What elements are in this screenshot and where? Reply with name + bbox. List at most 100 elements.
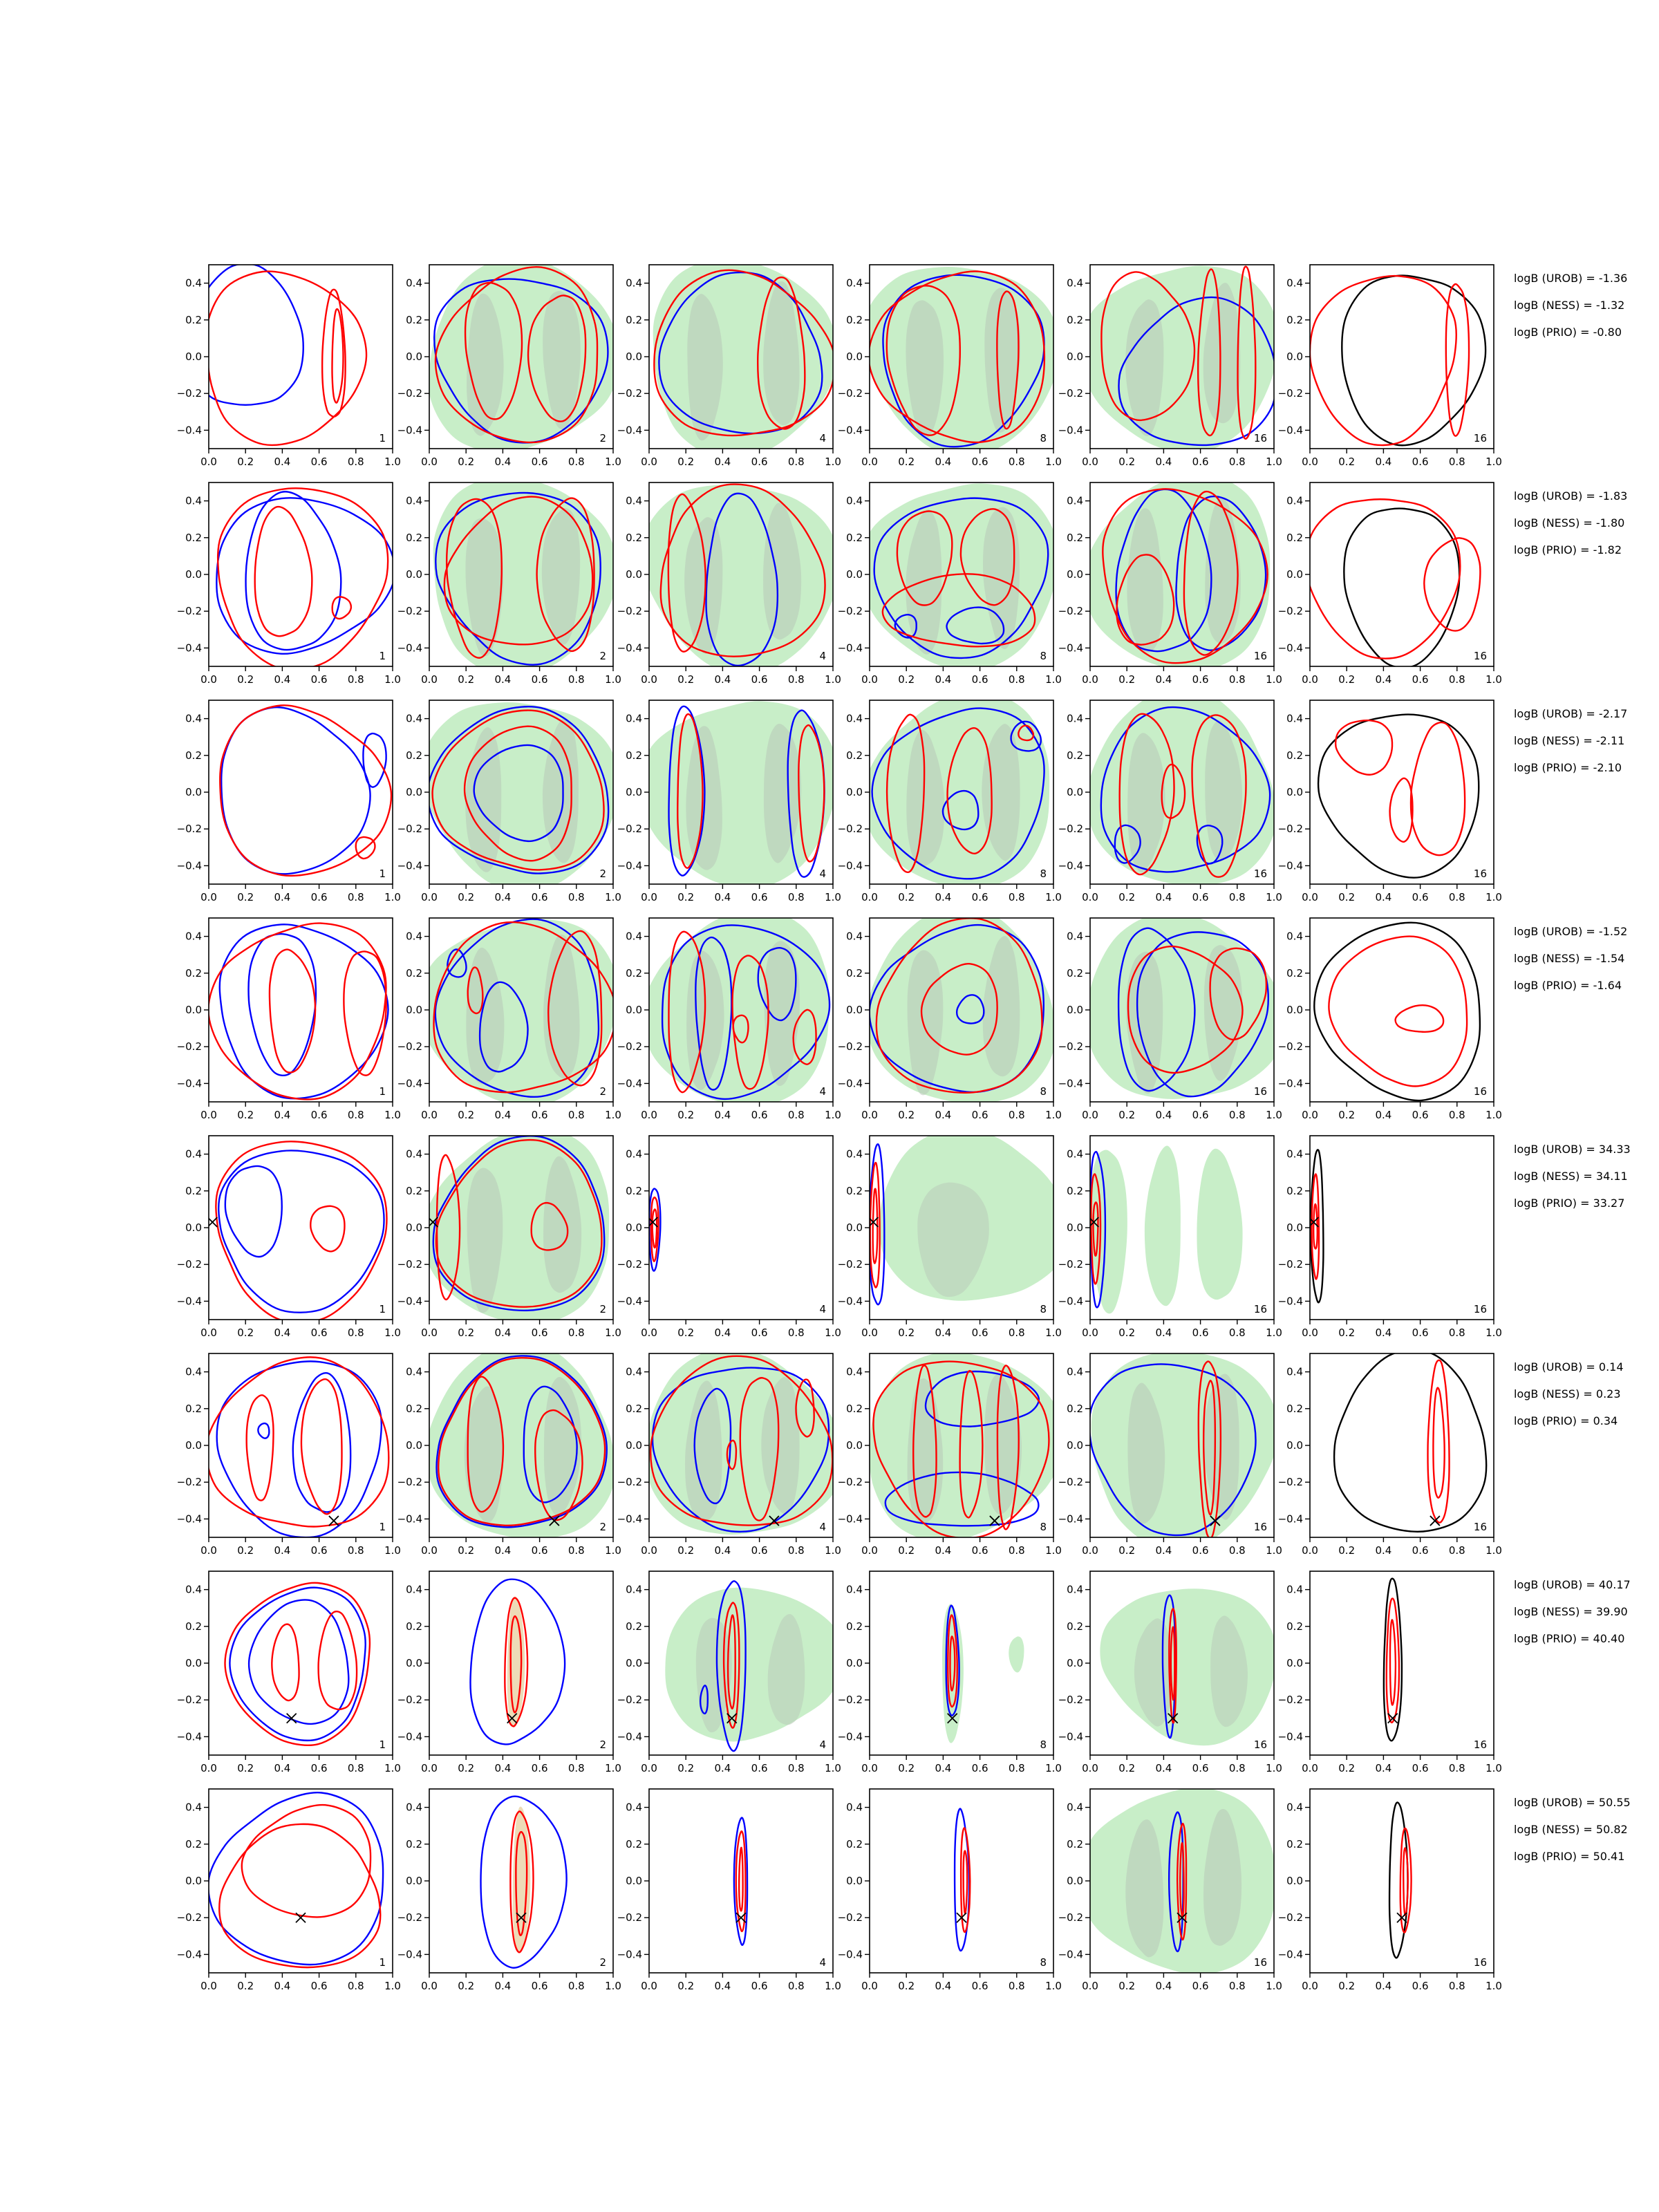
y-tick-label: 0.0	[626, 1657, 642, 1669]
red-contour-2	[331, 308, 344, 404]
blue-contour-1	[945, 1604, 960, 1716]
y-tick-label: 0.2	[626, 1185, 642, 1197]
x-tick-label: 0.2	[677, 1327, 694, 1339]
red-contour-4	[792, 1009, 817, 1065]
logb-annotation-3: logB (PRIO) = 0.34	[1514, 1414, 1618, 1427]
y-tick-label: 0.4	[1286, 277, 1303, 290]
y-tick-label: 0.2	[406, 1403, 422, 1415]
x-tick-label: 0.2	[237, 456, 254, 468]
red-contour-1	[739, 1377, 780, 1521]
plot-area	[224, 1582, 371, 1747]
panel-number-label: 2	[599, 868, 606, 880]
y-tick-label: 0.2	[185, 1620, 202, 1633]
x-tick-label: 0.0	[1082, 456, 1098, 468]
x-tick-label: 0.6	[1412, 1327, 1429, 1339]
x-tick-label: 0.8	[1009, 891, 1025, 903]
y-tick-label: −0.2	[617, 1258, 642, 1271]
panel-number-label: 1	[379, 1956, 386, 1969]
x-tick-label: 0.8	[1009, 1327, 1025, 1339]
y-tick-label: 0.0	[1286, 1004, 1303, 1016]
logb-annotation-3: logB (PRIO) = -2.10	[1514, 761, 1622, 774]
true-value-marker	[549, 1515, 560, 1526]
red-contour-3	[317, 1611, 358, 1711]
x-tick-label: 0.0	[641, 673, 657, 686]
red-contour-2	[515, 1830, 528, 1937]
x-tick-label: 0.0	[421, 456, 438, 468]
y-tick-label: −0.2	[838, 1476, 863, 1488]
x-tick-label: 0.6	[311, 673, 328, 686]
red-contour-1	[1168, 1608, 1177, 1724]
panel-r3-c6: 0.0 0.2 0.4 0.6 0.8 1.0 0.4 0.2 0.0 −0.2 −0.4 16	[1278, 700, 1502, 903]
density-fill-core	[1203, 283, 1241, 424]
x-tick-label: 1.0	[1485, 456, 1502, 468]
red-contour-2	[1092, 1201, 1099, 1257]
y-tick-label: −0.4	[1058, 1512, 1083, 1525]
black-contour-1	[1310, 1149, 1324, 1304]
red-contour-2	[355, 836, 376, 860]
red-contour-2	[959, 508, 1015, 606]
logb-annotation-3: logB (PRIO) = 50.41	[1514, 1850, 1624, 1863]
panel-r3-c3: 0.0 0.2 0.4 0.6 0.8 1.0 0.4 0.2 0.0 −0.2 −0.4 4	[617, 700, 841, 903]
density-fill-core	[684, 517, 723, 654]
x-tick-label: 0.2	[898, 1327, 915, 1339]
x-tick-label: 0.8	[1229, 1762, 1246, 1774]
black-contour-1	[1388, 1801, 1409, 1959]
blue-contour-2	[216, 497, 393, 655]
true-value-marker	[947, 1713, 958, 1724]
x-tick-label: 0.8	[1229, 1544, 1246, 1557]
density-fill-core	[1210, 1615, 1248, 1727]
x-tick-label: 0.0	[861, 673, 878, 686]
panel-r7-c6: 0.0 0.2 0.4 0.6 0.8 1.0 0.4 0.2 0.0 −0.2 −0.4 16	[1278, 1571, 1502, 1774]
x-tick-label: 0.2	[1338, 1762, 1355, 1774]
y-tick-label: −0.2	[838, 823, 863, 835]
density-fill-core	[1205, 720, 1243, 861]
logb-annotation-1: logB (UROB) = -1.83	[1514, 489, 1627, 503]
y-tick-label: −0.2	[1278, 1476, 1303, 1488]
x-tick-label: 0.0	[200, 456, 217, 468]
y-tick-label: 0.2	[626, 967, 642, 980]
y-tick-label: 0.4	[1067, 495, 1083, 507]
x-tick-label: 1.0	[1266, 673, 1282, 686]
x-tick-label: 0.8	[1449, 1109, 1465, 1121]
red-contour-2	[962, 1850, 968, 1915]
density-fill-core	[541, 507, 581, 645]
x-tick-label: 0.2	[237, 1762, 254, 1774]
density-fill-core	[467, 1168, 503, 1313]
x-tick-label: 0.6	[972, 1762, 988, 1774]
panel-number-label: 1	[379, 1085, 386, 1098]
x-tick-label: 0.0	[421, 1544, 438, 1557]
red-contour-2	[530, 1201, 569, 1251]
x-tick-label: 0.6	[1192, 1109, 1209, 1121]
logb-annotation-2: logB (NESS) = 0.23	[1514, 1387, 1621, 1400]
x-tick-label: 0.0	[421, 673, 438, 686]
panel-r2-c2: 0.0 0.2 0.4 0.6 0.8 1.0 0.4 0.2 0.0 −0.2 −0.4 2	[397, 482, 621, 686]
panel-number-label: 8	[1040, 1738, 1047, 1751]
x-tick-label: 1.0	[1485, 1109, 1502, 1121]
x-tick-label: 0.0	[1082, 1762, 1098, 1774]
y-tick-label: −0.2	[617, 823, 642, 835]
x-tick-label: 0.6	[1192, 891, 1209, 903]
x-tick-label: 0.4	[1375, 891, 1391, 903]
density-fill	[870, 483, 1053, 666]
x-tick-label: 0.6	[972, 891, 988, 903]
x-tick-label: 0.2	[458, 1327, 474, 1339]
panel-r7-c2: 0.0 0.2 0.4 0.6 0.8 1.0 0.4 0.2 0.0 −0.2 −0.4 2	[397, 1571, 621, 1774]
plot-area	[480, 1795, 568, 1969]
red-contour-3	[434, 265, 599, 444]
y-tick-label: 0.0	[406, 568, 422, 581]
y-tick-label: 0.0	[846, 1875, 863, 1887]
red-contour-3	[996, 1365, 1020, 1530]
y-tick-label: −0.4	[177, 1730, 202, 1743]
x-tick-label: 0.8	[1009, 1762, 1025, 1774]
density-fill-core	[982, 936, 1020, 1077]
plot-area	[870, 483, 1053, 666]
logb-annotation-2: logB (NESS) = 50.82	[1514, 1823, 1628, 1836]
y-tick-label: 0.0	[1286, 1439, 1303, 1452]
x-tick-label: 0.2	[458, 1980, 474, 1992]
plot-area	[1313, 921, 1481, 1102]
red-contour-1	[463, 725, 572, 862]
x-tick-label: 0.8	[788, 1544, 805, 1557]
x-tick-label: 0.8	[348, 1109, 364, 1121]
x-tick-label: 0.4	[714, 1762, 731, 1774]
y-tick-label: 0.0	[626, 568, 642, 581]
